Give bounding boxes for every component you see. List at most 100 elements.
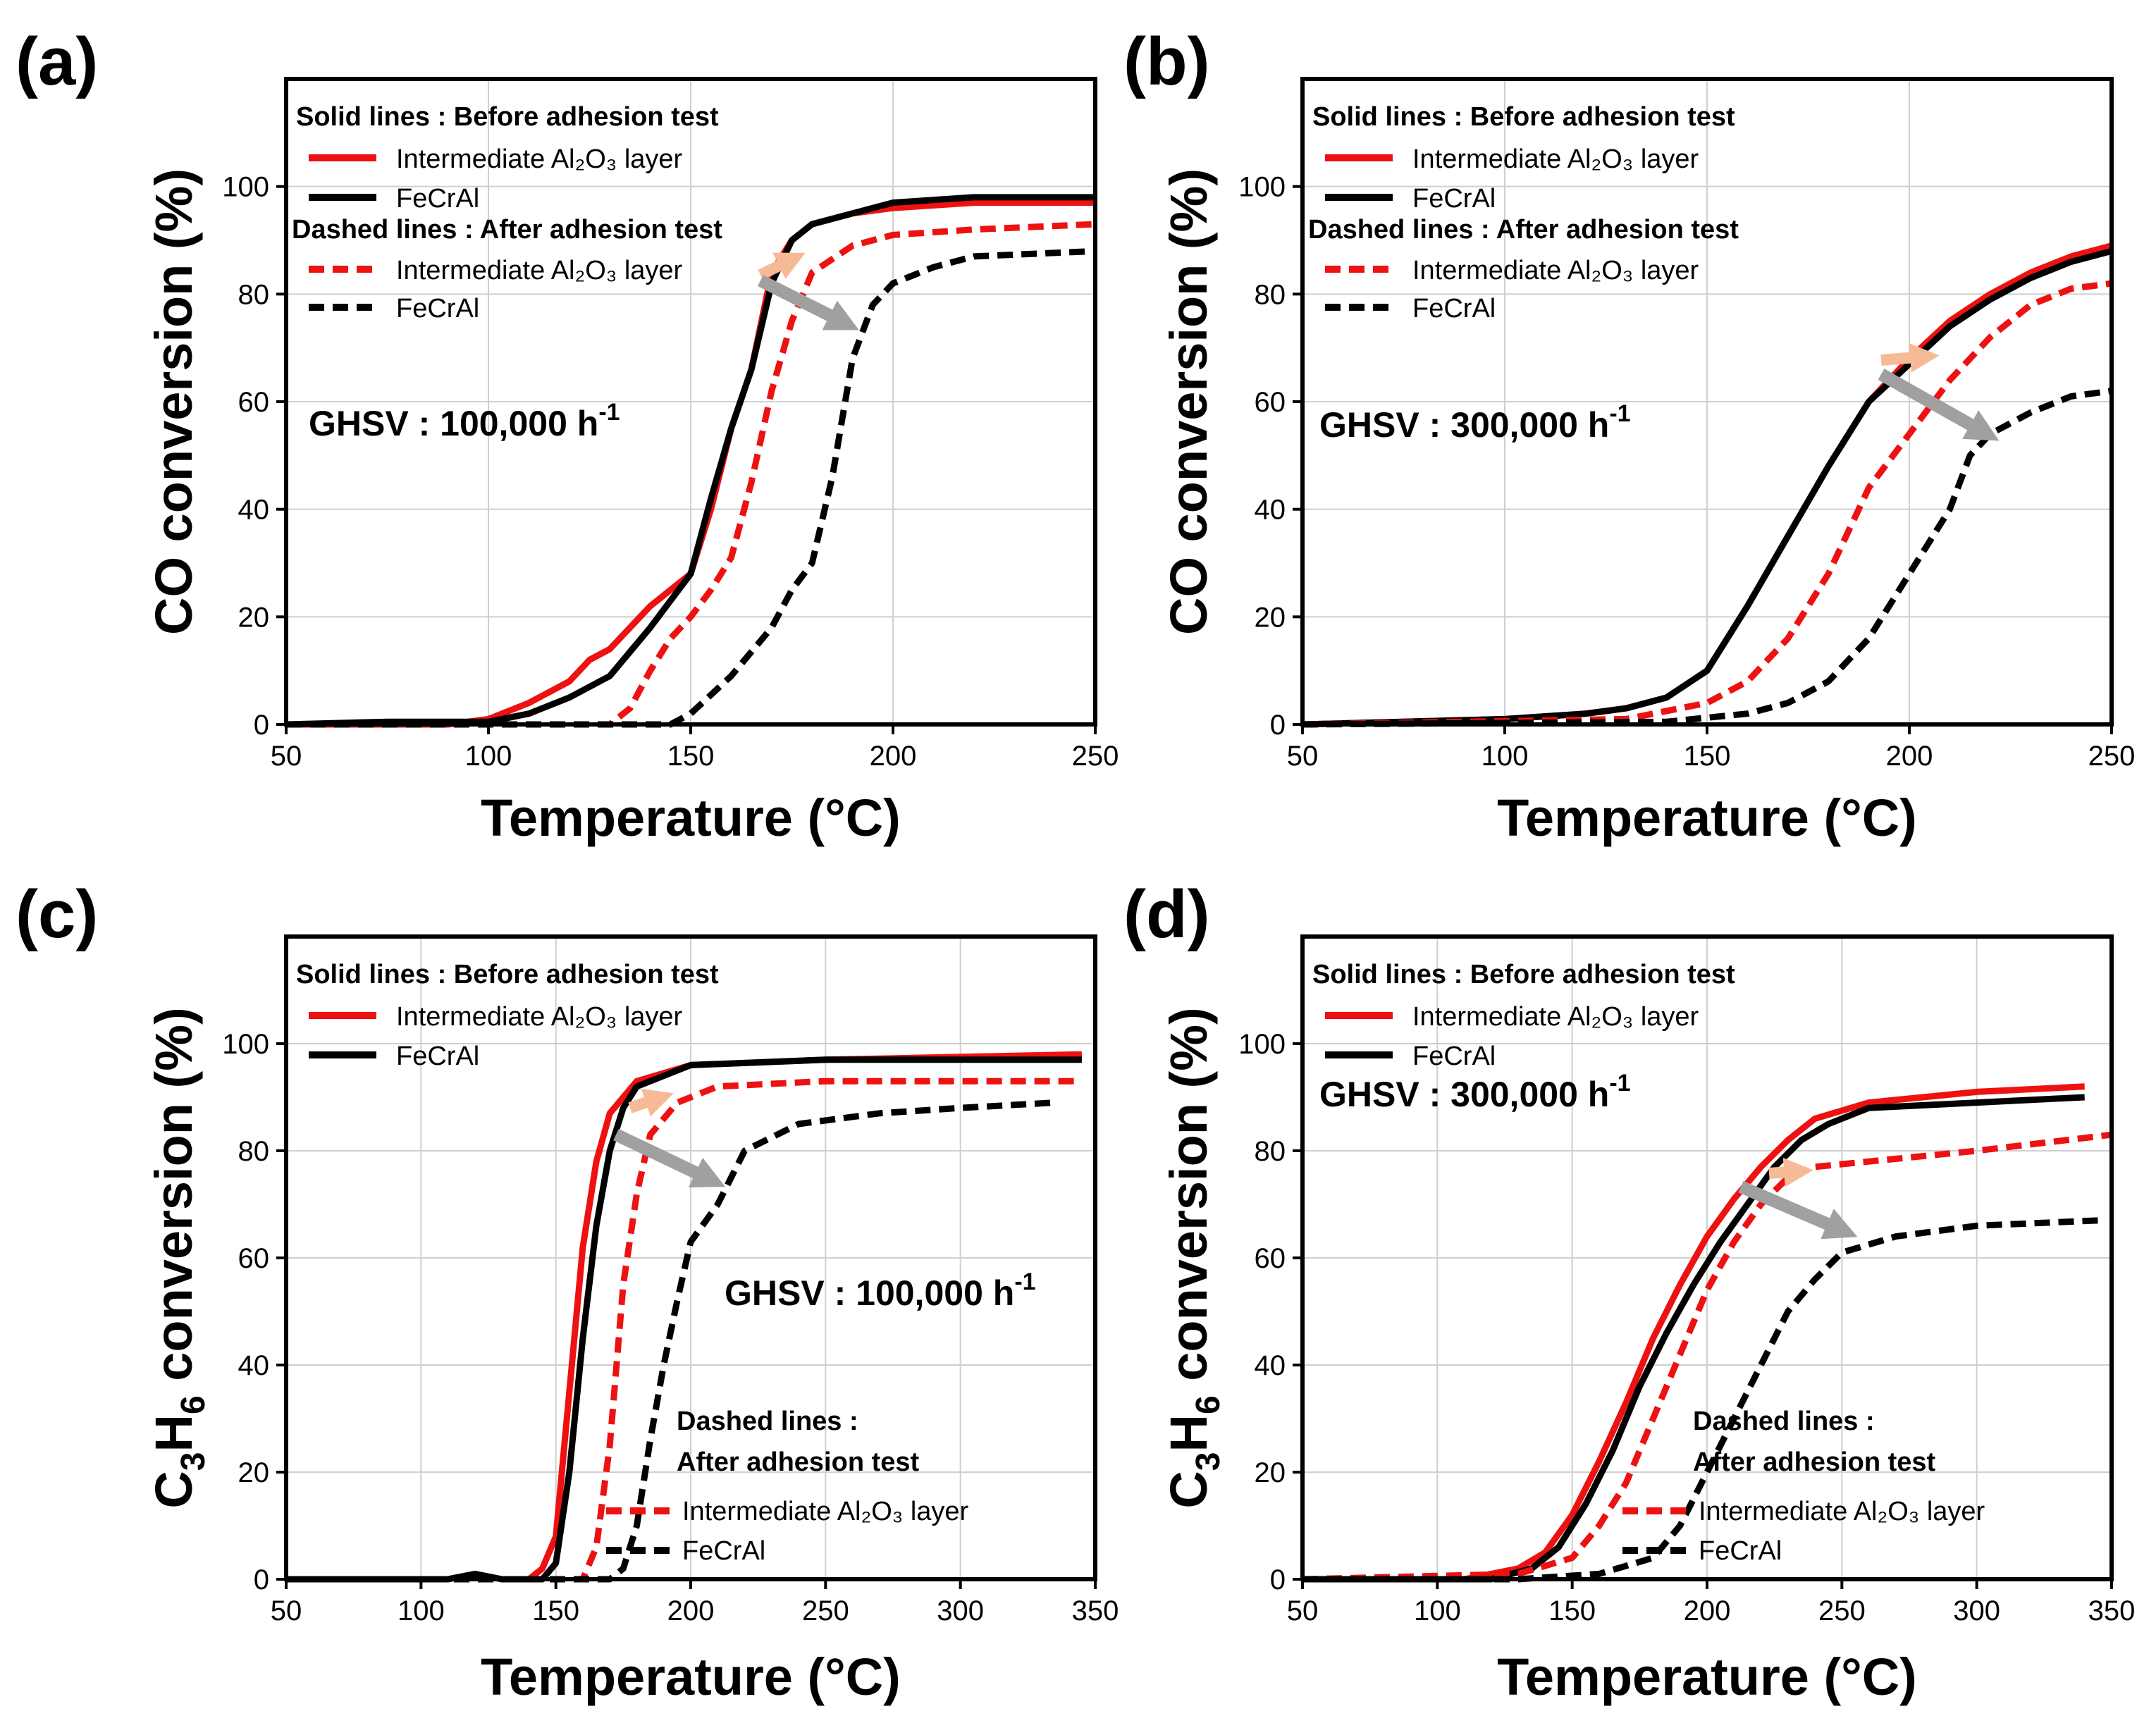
y-tick-label: 100 (222, 1029, 269, 1060)
y-tick-label: 80 (1255, 279, 1286, 310)
legend-label: Intermediate Al₂O₃ layer (396, 256, 683, 285)
x-tick-label: 50 (1287, 1595, 1319, 1626)
y-tick-label: 80 (238, 279, 270, 310)
y-tick-label: 60 (1255, 1243, 1286, 1274)
x-axis-title: Temperature (°C) (481, 789, 901, 847)
y-title-h: H (1159, 1414, 1218, 1452)
legend-label: FeCrAl (1412, 294, 1496, 323)
ghsv-main: GHSV : 100,000 h (725, 1273, 1014, 1313)
y-tick-label: 40 (238, 1350, 270, 1381)
y-title-c: C (1159, 1471, 1218, 1508)
x-tick-label: 50 (271, 1595, 302, 1626)
x-tick-label: 100 (465, 741, 512, 772)
change-arrow-orange (1880, 342, 1940, 373)
ghsv-label: GHSV : 300,000 h-1 (1319, 1070, 1631, 1114)
y-title-sub6: 6 (1190, 1395, 1227, 1414)
x-tick-label: 250 (802, 1595, 849, 1626)
legend-label: Intermediate Al₂O₃ layer (682, 1497, 969, 1526)
series-line-1 (285, 194, 1095, 728)
series-line-3 (286, 1099, 1055, 1583)
y-tick-label: 0 (254, 1564, 269, 1595)
ghsv-sup: -1 (1014, 1268, 1035, 1295)
x-axis-title: Temperature (°C) (1497, 1648, 1917, 1706)
y-title-rest: conversion (%) (144, 1007, 203, 1395)
legend-dashed-header-2: After adhesion test (1693, 1447, 1936, 1477)
x-axis-title: Temperature (°C) (1497, 789, 1917, 847)
legend-dashed-header: Dashed lines : After adhesion test (292, 215, 722, 245)
legend-label: Intermediate Al₂O₃ layer (396, 1002, 683, 1032)
legend-label: Intermediate Al₂O₃ layer (1699, 1497, 1985, 1526)
legend-solid-header: Solid lines : Before adhesion test (1312, 102, 1735, 132)
y-title-rest: conversion (%) (1159, 1007, 1218, 1395)
panel-label: (b) (1123, 24, 1210, 99)
change-arrow-gray (757, 274, 859, 331)
y-axis-title: CO conversion (%) (1159, 168, 1218, 635)
legend-label: FeCrAl (396, 294, 479, 323)
y-tick-label: 60 (238, 1243, 270, 1274)
y-title-sub3: 3 (1190, 1452, 1227, 1471)
x-tick-label: 100 (1482, 741, 1529, 772)
y-tick-label: 80 (238, 1136, 270, 1167)
ghsv-sup: -1 (1609, 400, 1630, 427)
ghsv-sup: -1 (1609, 1070, 1630, 1097)
x-tick-label: 200 (1684, 1595, 1731, 1626)
y-axis-title: C3H6 conversion (%) (1159, 1007, 1227, 1508)
panel-label: (a) (16, 24, 98, 99)
x-tick-label: 150 (667, 741, 715, 772)
y-tick-label: 0 (254, 710, 269, 741)
y-tick-label: 100 (1238, 1029, 1286, 1060)
change-arrow-orange (758, 252, 806, 280)
x-tick-label: 250 (1072, 741, 1119, 772)
series-line-2 (1302, 1131, 2112, 1583)
series-line-2 (286, 221, 1096, 728)
legend-label: Intermediate Al₂O₃ layer (1412, 1002, 1699, 1032)
x-tick-label: 300 (937, 1595, 984, 1626)
y-tick-label: 40 (1255, 495, 1286, 526)
x-tick-label: 200 (667, 1595, 715, 1626)
change-arrow-orange (1768, 1157, 1813, 1187)
panel-c: 50 100 150 200 250 300 350 0 20 40 60 80 100 (c) Tempe… (16, 877, 1119, 1706)
ghsv-main: GHSV : 300,000 h (1319, 1075, 1609, 1114)
y-tick-label: 60 (1255, 387, 1286, 418)
series-line-2 (286, 1077, 1082, 1583)
y-tick-label: 20 (238, 1457, 270, 1488)
x-tick-label: 150 (532, 1595, 579, 1626)
x-tick-label: 300 (1953, 1595, 2000, 1626)
legend-label: Intermediate Al₂O₃ layer (1412, 144, 1699, 174)
series-line-2 (1302, 280, 2112, 728)
y-tick-label: 60 (238, 387, 270, 418)
y-axis-title: CO conversion (%) (144, 168, 203, 635)
panel-label: (c) (16, 877, 98, 952)
panel-b: 50 100 150 200 250 0 20 40 60 80 100 (b) Temperature… (1123, 24, 2135, 847)
panel-label: (d) (1123, 877, 1210, 952)
legend-solid-header: Solid lines : Before adhesion test (296, 960, 719, 989)
series-line-0 (1302, 1083, 2085, 1583)
y-tick-label: 20 (238, 602, 270, 633)
panel-a: 50 100 150 200 250 0 20 40 60 80 100 (a) Temperature… (16, 24, 1119, 847)
x-tick-label: 150 (1684, 741, 1731, 772)
x-tick-label: 50 (271, 741, 302, 772)
change-arrow-orange (628, 1088, 674, 1117)
legend-dashed-header: Dashed lines : After adhesion test (1308, 215, 1739, 245)
legend-label: FeCrAl (396, 1042, 479, 1071)
legend-label: Intermediate Al₂O₃ layer (1412, 256, 1699, 285)
x-tick-label: 250 (1818, 1595, 1866, 1626)
legend-label: FeCrAl (396, 184, 479, 214)
legend-label: FeCrAl (1699, 1536, 1782, 1566)
change-arrow-gray (1878, 369, 2000, 441)
series-line-3 (286, 247, 1096, 728)
change-arrow-gray (613, 1128, 726, 1188)
legend-label: FeCrAl (1412, 184, 1496, 214)
y-tick-label: 100 (1238, 172, 1286, 203)
y-tick-label: 20 (1255, 1457, 1286, 1488)
x-tick-label: 50 (1287, 741, 1319, 772)
legend-solid-header: Solid lines : Before adhesion test (1312, 960, 1735, 989)
x-tick-label: 350 (1072, 1595, 1119, 1626)
change-arrow-gray (1738, 1180, 1858, 1240)
x-tick-label: 200 (870, 741, 917, 772)
ghsv-label: GHSV : 300,000 h-1 (1319, 400, 1631, 445)
x-tick-label: 100 (398, 1595, 445, 1626)
ghsv-main: GHSV : 300,000 h (1319, 405, 1609, 445)
